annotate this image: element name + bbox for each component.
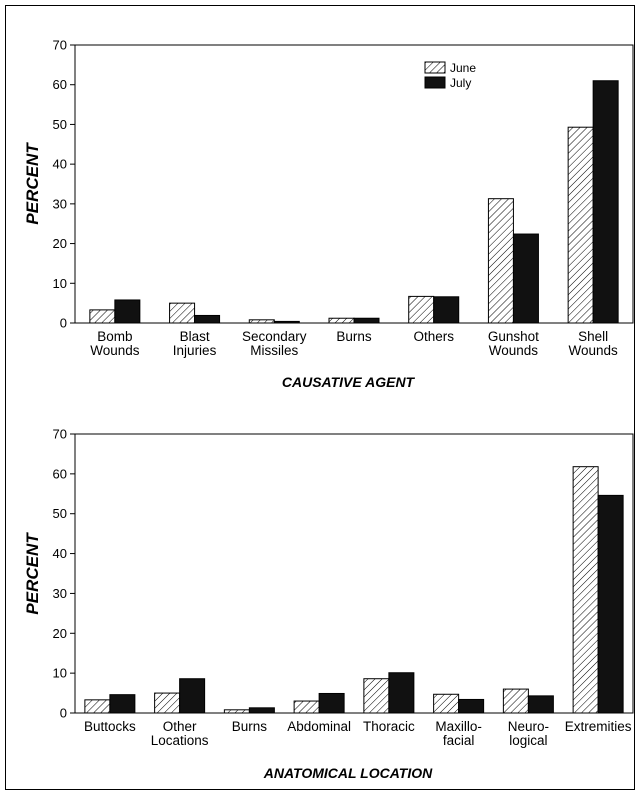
bar-june [363, 678, 390, 714]
x-category-label: facial [443, 733, 475, 748]
bar-july [527, 695, 554, 714]
y-tick-label: 50 [53, 117, 67, 132]
x-category-label: Wounds [489, 343, 539, 358]
y-axis-label: PERCENT [23, 142, 42, 225]
x-category-label: logical [509, 733, 547, 748]
x-category-label: Bomb [97, 329, 132, 344]
bar-july [248, 707, 275, 714]
bar-july [458, 698, 485, 714]
bar-june [84, 699, 111, 714]
bar-july [109, 694, 136, 714]
bar-july [179, 678, 206, 714]
bar-july [353, 317, 380, 324]
bar-july [318, 692, 345, 714]
plot-area [74, 433, 634, 714]
y-tick-label: 50 [53, 506, 67, 521]
x-category-label: Abdominal [287, 719, 351, 734]
x-category-label: Missiles [250, 343, 298, 358]
x-category-label: Others [413, 329, 454, 344]
bar-july [592, 80, 619, 324]
legend-swatch-july [424, 76, 446, 89]
bar-july [512, 233, 539, 324]
bar-june [572, 466, 599, 714]
legend-swatch-june [424, 61, 446, 74]
bar-july [433, 296, 460, 324]
y-tick-label: 40 [53, 546, 67, 561]
figure-frame [5, 5, 635, 790]
bar-june [502, 688, 529, 714]
bar-june [154, 692, 181, 714]
x-category-label: Burns [336, 329, 372, 344]
x-category-label: Other [163, 719, 197, 734]
y-tick-label: 20 [53, 626, 67, 641]
bar-july [194, 314, 221, 324]
x-category-label: Buttocks [84, 719, 136, 734]
y-tick-label: 60 [53, 77, 67, 92]
bar-june [487, 198, 514, 324]
legend-label-june: June [450, 61, 476, 75]
y-tick-label: 20 [53, 236, 67, 251]
x-category-label: Thoracic [363, 719, 415, 734]
y-tick-label: 30 [53, 196, 67, 211]
y-tick-label: 70 [53, 38, 67, 53]
bar-june [433, 693, 460, 714]
bar-july [114, 299, 141, 324]
x-category-label: Injuries [173, 343, 217, 358]
x-category-label: Shell [578, 329, 608, 344]
x-axis-label: CAUSATIVE AGENT [282, 374, 416, 390]
x-category-label: Neuro- [508, 719, 549, 734]
x-category-label: Maxillo- [435, 719, 482, 734]
x-category-label: Blast [180, 329, 210, 344]
bar-june [567, 126, 594, 324]
bar-june [328, 317, 355, 324]
bar-june [169, 302, 196, 324]
bar-july [388, 672, 415, 714]
y-tick-label: 30 [53, 586, 67, 601]
x-category-label: Wounds [569, 343, 619, 358]
plot-area [74, 44, 634, 324]
y-axis-label: PERCENT [23, 532, 42, 615]
y-tick-label: 40 [53, 157, 67, 172]
legend-label-july: July [450, 76, 471, 90]
anatomical-location-chart: 0 10 20 30 40 50 60 70 PERCENT ANATOMICAL LOCATIO… [23, 427, 634, 781]
y-tick-label: 10 [53, 666, 67, 681]
x-category-label: Gunshot [488, 329, 539, 344]
x-category-label: Burns [232, 719, 268, 734]
bar-june [223, 709, 250, 714]
x-category-label: Extremities [565, 719, 632, 734]
y-tick-label: 70 [53, 427, 67, 442]
bar-june [408, 295, 435, 324]
bar-june [89, 309, 116, 324]
x-category-label: Wounds [90, 343, 140, 358]
x-axis-label: ANATOMICAL LOCATION [263, 765, 433, 781]
causative-agent-chart: 0 10 20 30 40 50 60 70 PERCENT CAUSATIVE AGENT Bom… [23, 38, 634, 390]
y-tick-label: 0 [60, 316, 67, 331]
bar-july [597, 494, 624, 714]
y-tick-label: 10 [53, 276, 67, 291]
x-category-label: Locations [151, 733, 209, 748]
y-tick-label: 60 [53, 466, 67, 481]
bar-june [248, 319, 275, 324]
x-category-label: Secondary [242, 329, 307, 344]
bar-july [273, 320, 300, 324]
bar-june [293, 700, 320, 714]
y-tick-label: 0 [60, 706, 67, 721]
